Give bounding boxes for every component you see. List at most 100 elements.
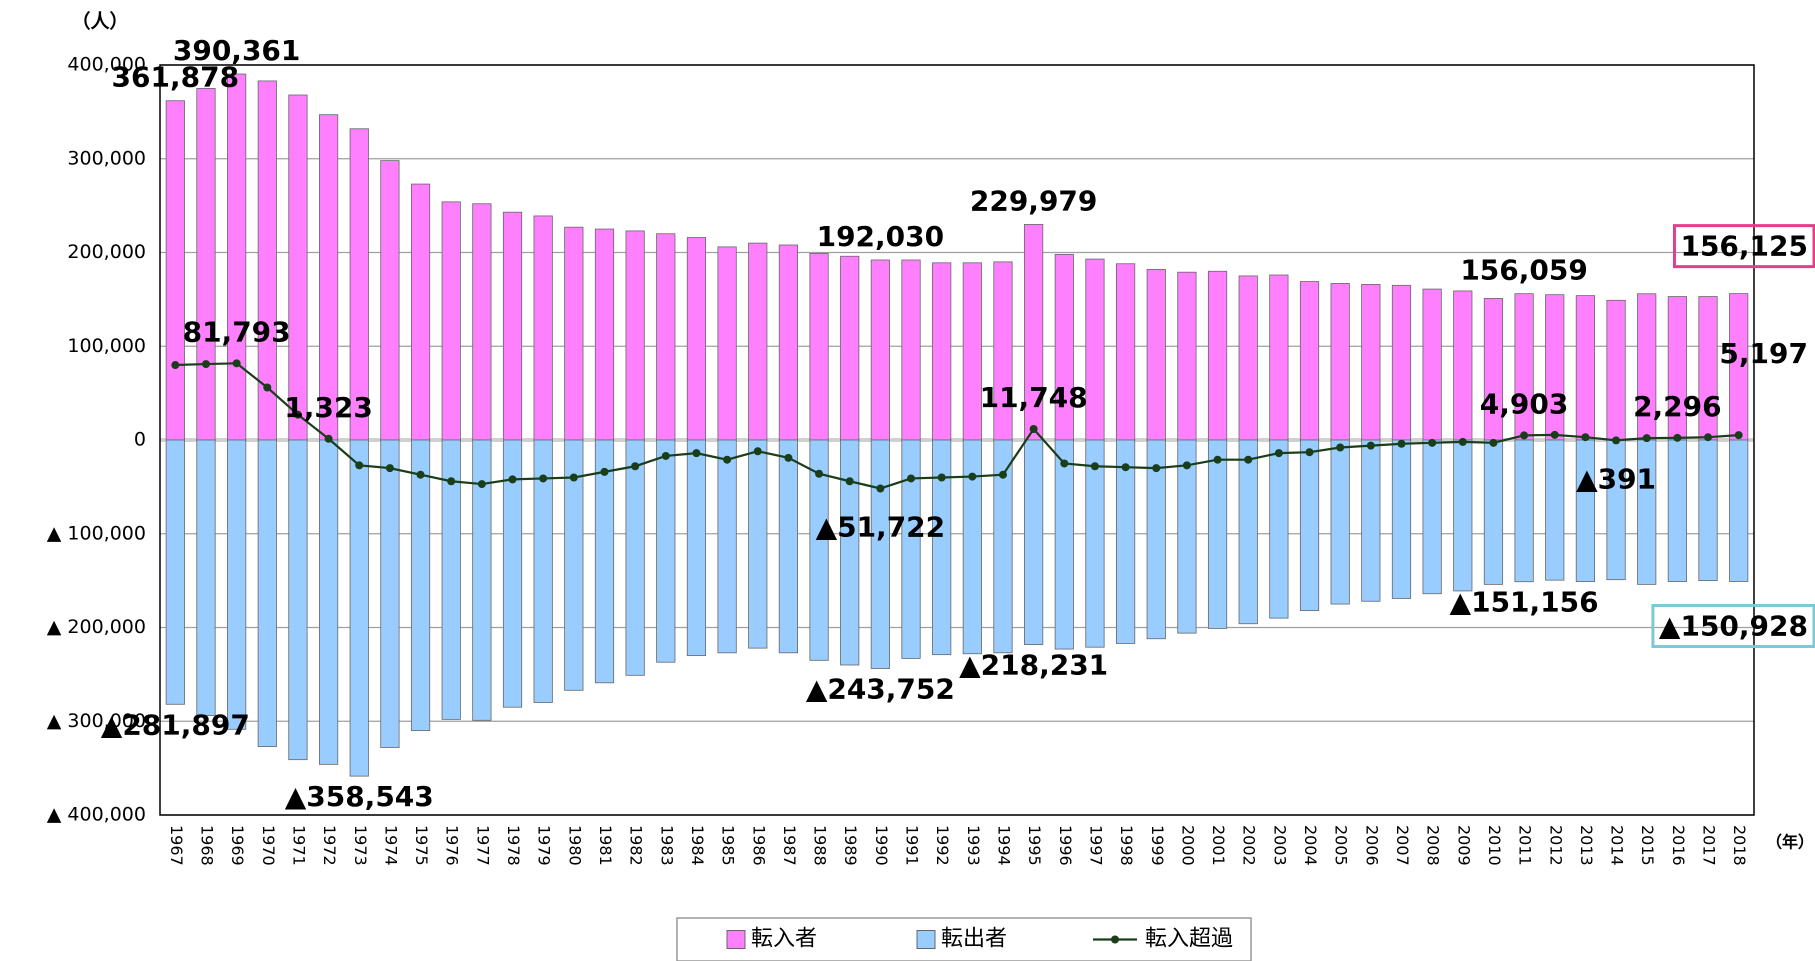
data-label: 192,030 [817,220,945,253]
bar [870,439,890,669]
bar [656,439,676,663]
bar [1391,284,1412,441]
bar [165,100,185,441]
point [171,361,180,370]
bar [1146,268,1166,441]
data-label: ▲51,722 [816,510,946,543]
bar [1299,439,1320,612]
legend-box [676,917,1252,961]
bar [472,203,492,441]
x-tick-label: 1979 [535,825,554,866]
x-tick-label: 1984 [688,825,707,866]
bar [1116,263,1136,441]
bar [870,259,890,441]
data-label: 156,125 [1680,230,1808,263]
data-label: 361,878 [112,61,240,94]
x-tick-label: 1970 [259,825,278,866]
y-tick-label: ▲ 100,000 [47,522,146,544]
data-label: 1,323 [284,391,373,424]
x-tick-label: 1989 [841,825,860,866]
bar [441,439,461,720]
y-tick-label: 100,000 [67,335,146,357]
bar [196,88,216,441]
x-tick-label: 2013 [1577,825,1596,866]
bar [1207,270,1228,441]
point [355,461,364,470]
x-tick-label: 1980 [565,825,584,866]
bar [748,242,768,441]
bar [840,439,860,666]
x-tick-label: 1973 [351,825,370,866]
legend-swatch [916,930,936,949]
x-tick-label: 2018 [1730,825,1749,866]
point [1520,431,1529,440]
bar [1606,299,1626,441]
point [1244,455,1253,464]
x-tick-label: 1986 [749,825,768,866]
x-tick-label: 2015 [1638,825,1657,866]
x-tick-label: 1996 [1056,825,1075,866]
point [661,451,670,460]
data-label: 2,296 [1633,390,1722,423]
point [447,477,456,486]
bar [1299,281,1320,441]
bar [1391,439,1412,599]
x-tick-label: 1982 [627,825,646,866]
point [845,477,854,486]
bar [472,439,492,721]
bar [1422,288,1442,441]
x-tick-label: 1997 [1086,825,1105,866]
point [1366,441,1375,450]
bar [196,439,216,717]
x-tick-label: 2014 [1608,825,1627,866]
x-tick-label: 2012 [1546,825,1565,866]
bar [686,439,707,657]
point [1458,437,1467,446]
y-tick-label: 200,000 [67,241,146,263]
data-label: 229,979 [970,184,1098,217]
bar [564,439,584,691]
bar [717,246,737,441]
legend-label: 転出者 [941,927,1007,952]
point [569,473,578,482]
bar [1698,439,1718,582]
x-tick-label: 1967 [167,825,186,866]
data-label: ▲391 [1576,462,1656,495]
point [1274,449,1283,458]
data-label: ▲150,928 [1659,609,1808,642]
data-label: 5,197 [1719,337,1808,370]
point [876,484,885,493]
y-tick-label: ▲ 400,000 [47,804,146,826]
bar [778,244,799,441]
bar [257,439,277,747]
bar [1483,439,1504,585]
point [508,475,517,484]
point [416,470,425,479]
bar [625,230,645,441]
point [784,453,793,462]
x-tick-label: 2000 [1178,825,1197,866]
x-tick-label: 2017 [1700,825,1719,866]
point [1397,439,1406,448]
x-tick-label: 1977 [473,825,492,866]
y-tick-label: 400,000 [67,54,146,76]
bar [686,237,707,441]
bar [1606,439,1626,581]
bar [410,439,431,732]
bar [717,439,737,654]
x-tick-label: 1968 [197,825,216,866]
bar [165,439,185,705]
data-label: 390,361 [173,34,301,67]
x-tick-label: 2005 [1332,825,1351,866]
x-tick-label: 1975 [412,825,431,866]
bar [318,439,339,765]
x-tick-label: 1988 [811,825,830,866]
bar [227,73,247,441]
point [968,472,977,481]
point [1550,430,1559,439]
bar [380,160,400,441]
bar [380,439,400,748]
point [937,473,946,482]
point [539,474,548,483]
bar [1054,439,1074,650]
